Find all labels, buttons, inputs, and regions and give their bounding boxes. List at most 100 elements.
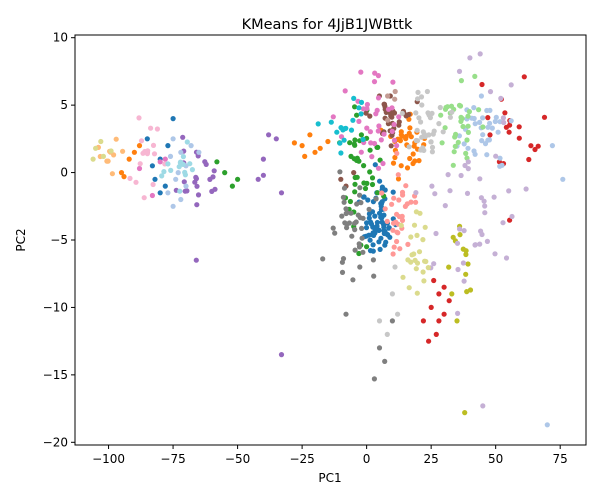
data-point: [461, 141, 467, 147]
data-point: [420, 237, 426, 243]
data-point: [426, 132, 432, 138]
data-point: [501, 119, 507, 126]
data-point: [441, 284, 447, 290]
data-point: [462, 162, 468, 169]
data-point: [404, 165, 411, 171]
x-tick-label: 0: [363, 452, 371, 466]
data-point: [131, 149, 137, 155]
data-point: [170, 203, 176, 209]
data-point: [374, 190, 381, 196]
data-point: [382, 187, 388, 193]
data-point: [181, 179, 187, 185]
data-point: [388, 143, 394, 149]
data-point: [390, 220, 397, 226]
data-point: [506, 129, 512, 135]
data-point: [397, 246, 403, 252]
y-tick-label: 10: [53, 31, 68, 45]
x-tick-label: −50: [225, 452, 250, 466]
data-point: [357, 192, 363, 198]
data-point: [384, 218, 390, 224]
data-point: [390, 189, 396, 195]
data-point: [260, 172, 266, 178]
data-point: [487, 89, 494, 95]
data-point: [159, 173, 165, 179]
data-point: [343, 206, 349, 212]
data-point: [151, 151, 158, 157]
data-point: [390, 251, 396, 257]
data-point: [509, 213, 515, 220]
data-point: [433, 331, 439, 337]
data-point: [127, 175, 133, 181]
data-point: [357, 215, 363, 221]
data-point: [332, 230, 338, 236]
x-tick-label: −25: [289, 452, 314, 466]
data-point: [378, 203, 384, 209]
data-point: [371, 273, 377, 279]
data-point: [180, 134, 186, 140]
data-point: [413, 199, 419, 205]
data-point: [414, 290, 420, 296]
data-point: [320, 256, 326, 262]
data-point: [126, 156, 132, 162]
data-point: [354, 201, 360, 207]
data-point: [338, 176, 344, 182]
data-point: [363, 225, 370, 231]
data-point: [506, 188, 512, 194]
data-point: [383, 239, 389, 245]
data-point: [463, 271, 469, 277]
data-point: [421, 131, 427, 137]
data-point: [368, 221, 375, 227]
data-point: [384, 231, 390, 237]
data-point: [376, 239, 382, 245]
data-point: [465, 261, 471, 267]
data-point: [457, 103, 464, 109]
data-point: [450, 234, 456, 240]
data-point: [109, 171, 115, 177]
data-point: [442, 125, 448, 131]
data-point: [352, 247, 358, 253]
data-point: [325, 138, 331, 145]
data-point: [419, 102, 425, 108]
data-point: [479, 138, 485, 144]
data-point: [476, 107, 482, 113]
y-tick-label: 0: [60, 166, 68, 180]
data-point: [394, 150, 400, 156]
data-point: [460, 260, 466, 266]
data-point: [386, 225, 392, 231]
data-point: [391, 244, 397, 250]
data-point: [402, 203, 408, 209]
data-point: [367, 129, 373, 135]
data-point: [367, 113, 373, 119]
data-point: [493, 114, 499, 120]
data-point: [484, 152, 490, 158]
data-point: [414, 260, 421, 266]
y-tick-label: −15: [43, 368, 68, 382]
x-tick-label: 25: [424, 452, 439, 466]
data-point: [465, 113, 471, 119]
data-point: [162, 156, 168, 162]
data-point: [415, 89, 421, 95]
data-point: [408, 199, 414, 205]
data-point: [452, 143, 458, 149]
data-point: [184, 139, 190, 145]
data-point: [375, 95, 382, 101]
data-point: [453, 131, 459, 137]
data-point: [462, 410, 468, 416]
data-point: [507, 217, 513, 223]
data-point: [389, 318, 395, 324]
data-point: [371, 79, 378, 85]
data-point: [492, 251, 498, 257]
data-point: [291, 140, 297, 146]
data-point: [450, 162, 456, 168]
data-point: [465, 123, 471, 129]
data-point: [389, 132, 395, 138]
data-point: [421, 147, 427, 153]
data-point: [412, 158, 418, 164]
data-point: [351, 95, 357, 101]
data-point: [487, 132, 493, 138]
plot-frame: [74, 34, 587, 446]
data-point: [193, 257, 199, 263]
data-point: [98, 138, 104, 145]
data-point: [370, 242, 376, 248]
data-point: [457, 226, 463, 232]
